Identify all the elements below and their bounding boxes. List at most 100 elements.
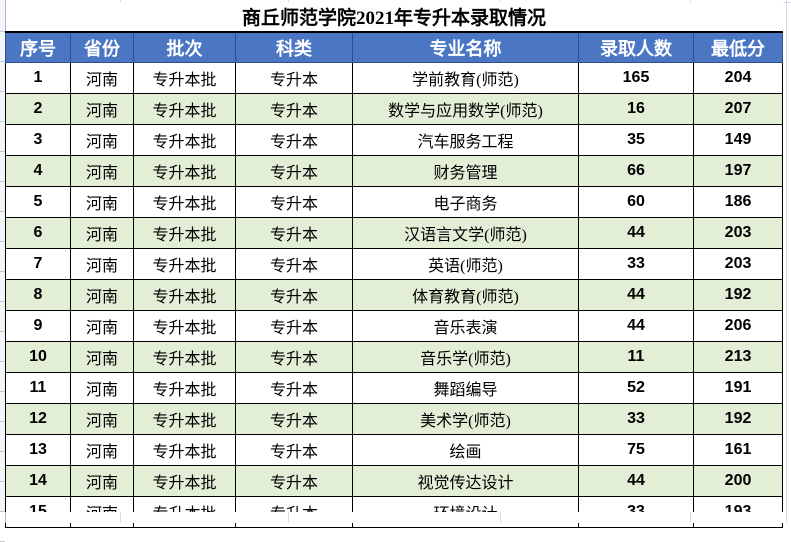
cell-admitted[interactable]: 52 <box>578 372 694 404</box>
cell-admitted[interactable]: 165 <box>578 62 694 94</box>
cell-minscore[interactable]: 186 <box>692 186 784 218</box>
cell-category[interactable]: 专升本 <box>235 279 353 311</box>
cell-category[interactable]: 专升本 <box>235 341 353 373</box>
cell-province[interactable]: 河南 <box>70 279 134 311</box>
table-row[interactable]: 5 河南 专升本批 专升本 电子商务 60 186 <box>5 186 784 218</box>
cell-index[interactable]: 12 <box>5 403 71 435</box>
cell-minscore[interactable]: 161 <box>692 434 784 466</box>
cell-admitted[interactable]: 44 <box>578 465 694 497</box>
row-header-strip[interactable] <box>0 0 5 542</box>
cell-admitted[interactable]: 60 <box>578 186 694 218</box>
cell-admitted[interactable]: 44 <box>578 279 694 311</box>
cell-admitted[interactable]: 33 <box>578 403 694 435</box>
cell-minscore[interactable]: 203 <box>692 217 784 249</box>
table-row[interactable]: 3 河南 专升本批 专升本 汽车服务工程 35 149 <box>5 124 784 156</box>
cell-major[interactable]: 汽车服务工程 <box>352 124 579 156</box>
cell-admitted[interactable]: 16 <box>578 93 694 125</box>
column-header-batch[interactable]: 批次 <box>133 31 236 63</box>
cell-major[interactable]: 美术学(师范) <box>352 403 579 435</box>
cell-admitted[interactable]: 11 <box>578 341 694 373</box>
cell-category[interactable]: 专升本 <box>235 124 353 156</box>
cell-province[interactable]: 河南 <box>70 62 134 94</box>
cell-index[interactable]: 13 <box>5 434 71 466</box>
cell-province[interactable]: 河南 <box>70 310 134 342</box>
cell-minscore[interactable]: 200 <box>692 465 784 497</box>
cell-minscore[interactable]: 149 <box>692 124 784 156</box>
cell-admitted[interactable]: 44 <box>578 310 694 342</box>
cell-batch[interactable]: 专升本批 <box>133 310 236 342</box>
cell-index[interactable]: 11 <box>5 372 71 404</box>
cell-index[interactable]: 3 <box>5 124 71 156</box>
cell-admitted[interactable]: 44 <box>578 217 694 249</box>
cell-batch[interactable]: 专升本批 <box>133 155 236 187</box>
cell-index[interactable]: 14 <box>5 465 71 497</box>
cell-batch[interactable]: 专升本批 <box>133 248 236 280</box>
cell-minscore[interactable]: 207 <box>692 93 784 125</box>
cell-province[interactable]: 河南 <box>70 372 134 404</box>
cell-major[interactable]: 财务管理 <box>352 155 579 187</box>
table-row[interactable]: 10 河南 专升本批 专升本 音乐学(师范) 11 213 <box>5 341 784 373</box>
cell-index[interactable]: 10 <box>5 341 71 373</box>
cell-province[interactable]: 河南 <box>70 217 134 249</box>
cell-minscore[interactable]: 204 <box>692 62 784 94</box>
cell-minscore[interactable]: 213 <box>692 341 784 373</box>
cell-major[interactable]: 音乐学(师范) <box>352 341 579 373</box>
column-header-minscore[interactable]: 最低分 <box>692 31 784 63</box>
column-header-category[interactable]: 科类 <box>235 31 353 63</box>
table-row[interactable]: 13 河南 专升本批 专升本 绘画 75 161 <box>5 434 784 466</box>
cell-index[interactable]: 8 <box>5 279 71 311</box>
cell-batch[interactable]: 专升本批 <box>133 465 236 497</box>
cell-minscore[interactable]: 191 <box>692 372 784 404</box>
cell-province[interactable]: 河南 <box>70 155 134 187</box>
cell-category[interactable]: 专升本 <box>235 186 353 218</box>
cell-batch[interactable]: 专升本批 <box>133 124 236 156</box>
cell-province[interactable]: 河南 <box>70 93 134 125</box>
cell-major[interactable]: 数学与应用数学(师范) <box>352 93 579 125</box>
table-row[interactable]: 1 河南 专升本批 专升本 学前教育(师范) 165 204 <box>5 62 784 94</box>
cell-major[interactable]: 体育教育(师范) <box>352 279 579 311</box>
cell-batch[interactable]: 专升本批 <box>133 62 236 94</box>
cell-batch[interactable]: 专升本批 <box>133 186 236 218</box>
column-header-province[interactable]: 省份 <box>70 31 134 63</box>
table-row[interactable]: 7 河南 专升本批 专升本 英语(师范) 33 203 <box>5 248 784 280</box>
table-row[interactable]: 8 河南 专升本批 专升本 体育教育(师范) 44 192 <box>5 279 784 311</box>
cell-minscore[interactable]: 197 <box>692 155 784 187</box>
cell-batch[interactable]: 专升本批 <box>133 93 236 125</box>
cell-category[interactable]: 专升本 <box>235 434 353 466</box>
table-row[interactable]: 9 河南 专升本批 专升本 音乐表演 44 206 <box>5 310 784 342</box>
cell-province[interactable]: 河南 <box>70 186 134 218</box>
cell-major[interactable]: 视觉传达设计 <box>352 465 579 497</box>
cell-index[interactable]: 4 <box>5 155 71 187</box>
cell-category[interactable]: 专升本 <box>235 403 353 435</box>
cell-index[interactable]: 1 <box>5 62 71 94</box>
cell-major[interactable]: 绘画 <box>352 434 579 466</box>
cell-major[interactable]: 舞蹈编导 <box>352 372 579 404</box>
cell-category[interactable]: 专升本 <box>235 155 353 187</box>
cell-major[interactable]: 电子商务 <box>352 186 579 218</box>
cell-index[interactable]: 9 <box>5 310 71 342</box>
cell-index[interactable]: 7 <box>5 248 71 280</box>
cell-minscore[interactable]: 203 <box>692 248 784 280</box>
cell-minscore[interactable]: 192 <box>692 403 784 435</box>
cell-batch[interactable]: 专升本批 <box>133 341 236 373</box>
cell-batch[interactable]: 专升本批 <box>133 372 236 404</box>
cell-category[interactable]: 专升本 <box>235 248 353 280</box>
column-header-admitted[interactable]: 录取人数 <box>578 31 694 63</box>
table-row[interactable]: 11 河南 专升本批 专升本 舞蹈编导 52 191 <box>5 372 784 404</box>
table-row[interactable]: 6 河南 专升本批 专升本 汉语言文学(师范) 44 203 <box>5 217 784 249</box>
cell-province[interactable]: 河南 <box>70 341 134 373</box>
cell-index[interactable]: 6 <box>5 217 71 249</box>
cell-batch[interactable]: 专升本批 <box>133 279 236 311</box>
table-row[interactable]: 4 河南 专升本批 专升本 财务管理 66 197 <box>5 155 784 187</box>
cell-category[interactable]: 专升本 <box>235 62 353 94</box>
cell-province[interactable]: 河南 <box>70 124 134 156</box>
cell-admitted[interactable]: 35 <box>578 124 694 156</box>
cell-category[interactable]: 专升本 <box>235 93 353 125</box>
cell-minscore[interactable]: 206 <box>692 310 784 342</box>
cell-admitted[interactable]: 33 <box>578 248 694 280</box>
table-row[interactable]: 14 河南 专升本批 专升本 视觉传达设计 44 200 <box>5 465 784 497</box>
cell-major[interactable]: 音乐表演 <box>352 310 579 342</box>
cell-category[interactable]: 专升本 <box>235 310 353 342</box>
cell-major[interactable]: 英语(师范) <box>352 248 579 280</box>
cell-admitted[interactable]: 75 <box>578 434 694 466</box>
